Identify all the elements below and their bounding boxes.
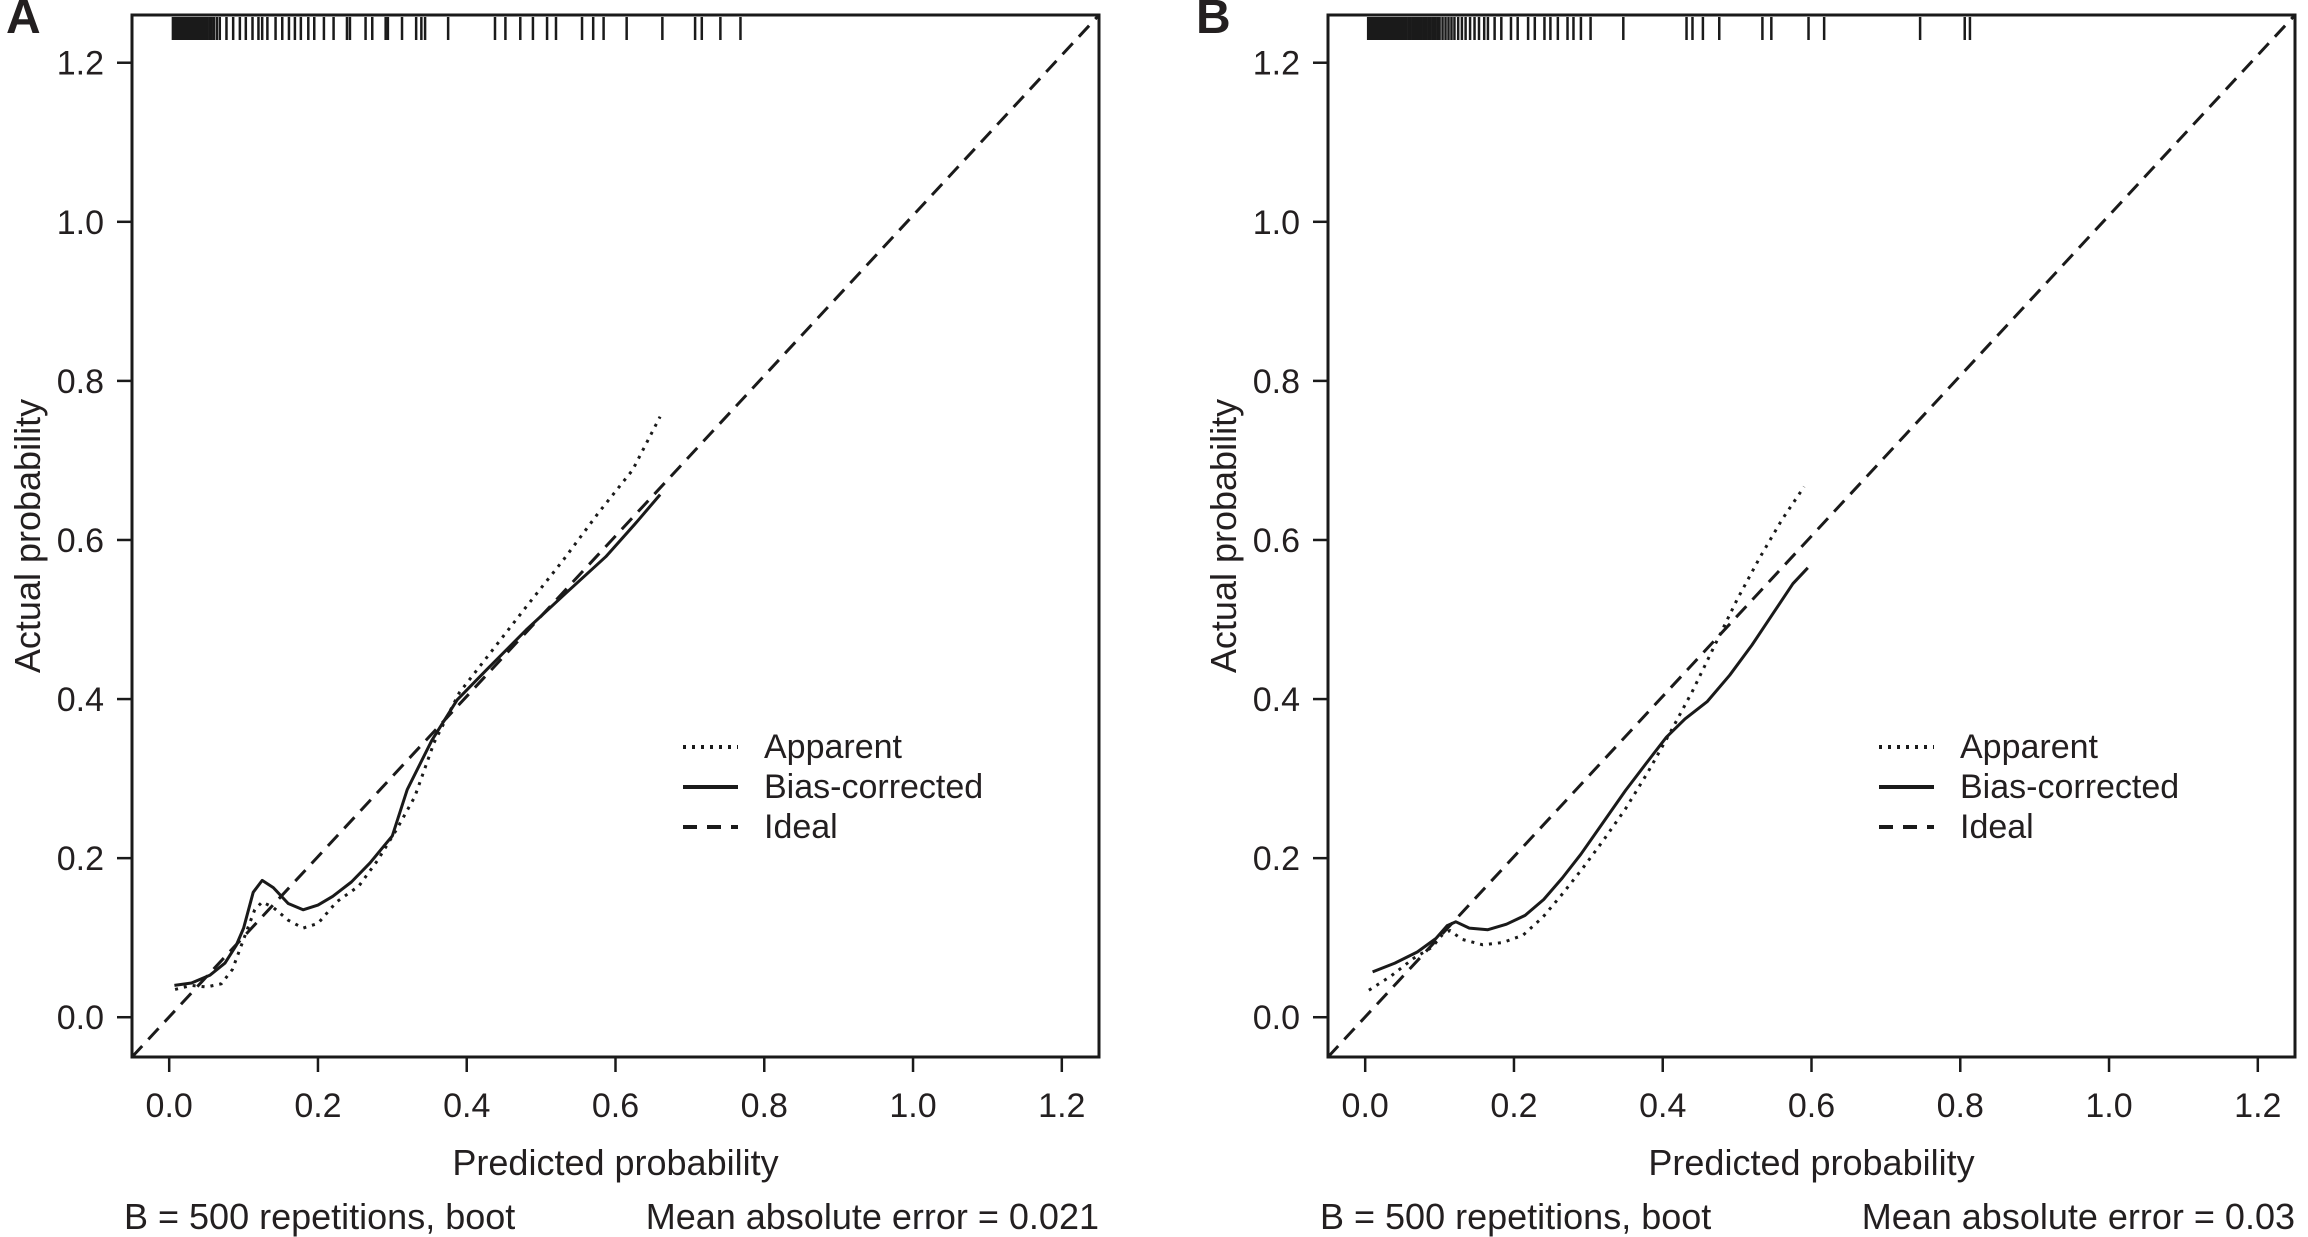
legend-label-ideal: Ideal — [764, 808, 838, 846]
panel-a-mean-absolute-error: Mean absolute error = 0.021 — [645, 1196, 1099, 1237]
legend-label-apparent: Apparent — [1960, 728, 2098, 766]
curve-bias-corrected — [1372, 566, 1809, 974]
y-tick-label: 0.0 — [57, 999, 104, 1037]
x-tick-label: 0.4 — [443, 1087, 490, 1125]
plot-frame — [1326, 13, 2297, 1059]
y-tick-label: 0.6 — [1253, 522, 1300, 560]
panel-b-y-axis-title: Actual probability — [1203, 398, 1244, 674]
dotted-line-swatch — [1879, 745, 1934, 749]
curve-apparent — [1368, 485, 1806, 992]
y-tick-label: 0.4 — [57, 681, 104, 719]
legend-label-apparent: Apparent — [764, 728, 902, 766]
y-tick-label: 1.0 — [1253, 204, 1300, 242]
legend-item-apparent: Apparent — [683, 727, 983, 767]
legend-item-ideal: Ideal — [683, 807, 983, 847]
legend-item-bias-corrected: Bias-corrected — [1879, 767, 2179, 807]
y-tick-label: 0.4 — [1253, 681, 1300, 719]
x-tick-label: 0.8 — [1937, 1087, 1984, 1125]
y-tick-label: 0.6 — [57, 522, 104, 560]
panel-b-mean-absolute-error: Mean absolute error = 0.03 — [1861, 1196, 2295, 1237]
y-tick-label: 1.0 — [57, 204, 104, 242]
y-tick-label: 0.2 — [1253, 840, 1300, 878]
legend-item-bias-corrected: Bias-corrected — [683, 767, 983, 807]
legend-item-apparent: Apparent — [1879, 727, 2179, 767]
panel-b-plot-canvas: 0.0 0.2 0.4 0.6 0.8 1.0 1.2 0.0 0.2 0.4 0.6 0.8 1.0 1… — [1253, 13, 2297, 1125]
dashed-line-swatch — [683, 825, 738, 829]
x-tick-label: 1.0 — [889, 1087, 936, 1125]
curve-ideal — [1326, 13, 2297, 1059]
y-tick-label: 1.2 — [1253, 45, 1300, 83]
x-tick-label: 0.2 — [1490, 1087, 1537, 1125]
dotted-line-swatch — [683, 745, 738, 749]
panel-a-y-axis-title: Actual probability — [7, 398, 48, 674]
panel-b-x-axis-title: Predicted probability — [1648, 1142, 1975, 1183]
x-tick-label: 0.6 — [1788, 1087, 1835, 1125]
curve-bias-corrected — [174, 493, 662, 987]
panel-a-label: A — [6, 0, 42, 44]
y-tick-label: 0.2 — [57, 840, 104, 878]
x-tick-label: 0.6 — [592, 1087, 639, 1125]
panel-a: 0.0 0.2 0.4 0.6 0.8 1.0 1.2 0.0 0.2 0.4 0.6 0.8 1.0 1… — [6, 0, 1101, 1237]
legend-label-ideal: Ideal — [1960, 808, 2034, 846]
x-tick-label: 0.2 — [294, 1087, 341, 1125]
panel-b: 0.0 0.2 0.4 0.6 0.8 1.0 1.2 0.0 0.2 0.4 0.6 0.8 1.0 1… — [1196, 0, 2308, 1237]
x-tick-label: 1.2 — [1038, 1087, 1085, 1125]
panel-b-legend: Apparent Bias-corrected Ideal — [1879, 727, 2179, 847]
y-tick-label: 1.2 — [57, 45, 104, 83]
panel-b-label: B — [1196, 0, 1232, 44]
legend-item-ideal: Ideal — [1879, 807, 2179, 847]
panel-a-plot-canvas: 0.0 0.2 0.4 0.6 0.8 1.0 1.2 0.0 0.2 0.4 0.6 0.8 1.0 1… — [57, 13, 1101, 1125]
legend-label-bias-corrected: Bias-corrected — [764, 768, 984, 806]
panel-a-legend: Apparent Bias-corrected Ideal — [683, 727, 983, 847]
x-tick-label: 0.8 — [741, 1087, 788, 1125]
curve-apparent — [174, 416, 662, 991]
x-tick-label: 0.0 — [146, 1087, 193, 1125]
y-tick-label: 0.8 — [57, 363, 104, 401]
x-tick-label: 1.0 — [2085, 1087, 2132, 1125]
y-tick-label: 0.0 — [1253, 999, 1300, 1037]
plot-frame — [130, 13, 1101, 1059]
y-tick-label: 0.8 — [1253, 363, 1300, 401]
panel-b-bootstrap-note: B = 500 repetitions, boot — [1320, 1196, 1712, 1237]
dashed-line-swatch — [1879, 825, 1934, 829]
curve-ideal — [130, 13, 1101, 1059]
panel-a-bootstrap-note: B = 500 repetitions, boot — [124, 1196, 516, 1237]
solid-line-swatch — [1879, 785, 1934, 789]
solid-line-swatch — [683, 785, 738, 789]
x-tick-label: 0.4 — [1639, 1087, 1686, 1125]
x-tick-label: 0.0 — [1342, 1087, 1389, 1125]
panel-a-x-axis-title: Predicted probability — [452, 1142, 779, 1183]
x-tick-label: 1.2 — [2234, 1087, 2281, 1125]
legend-label-bias-corrected: Bias-corrected — [1960, 768, 2180, 806]
